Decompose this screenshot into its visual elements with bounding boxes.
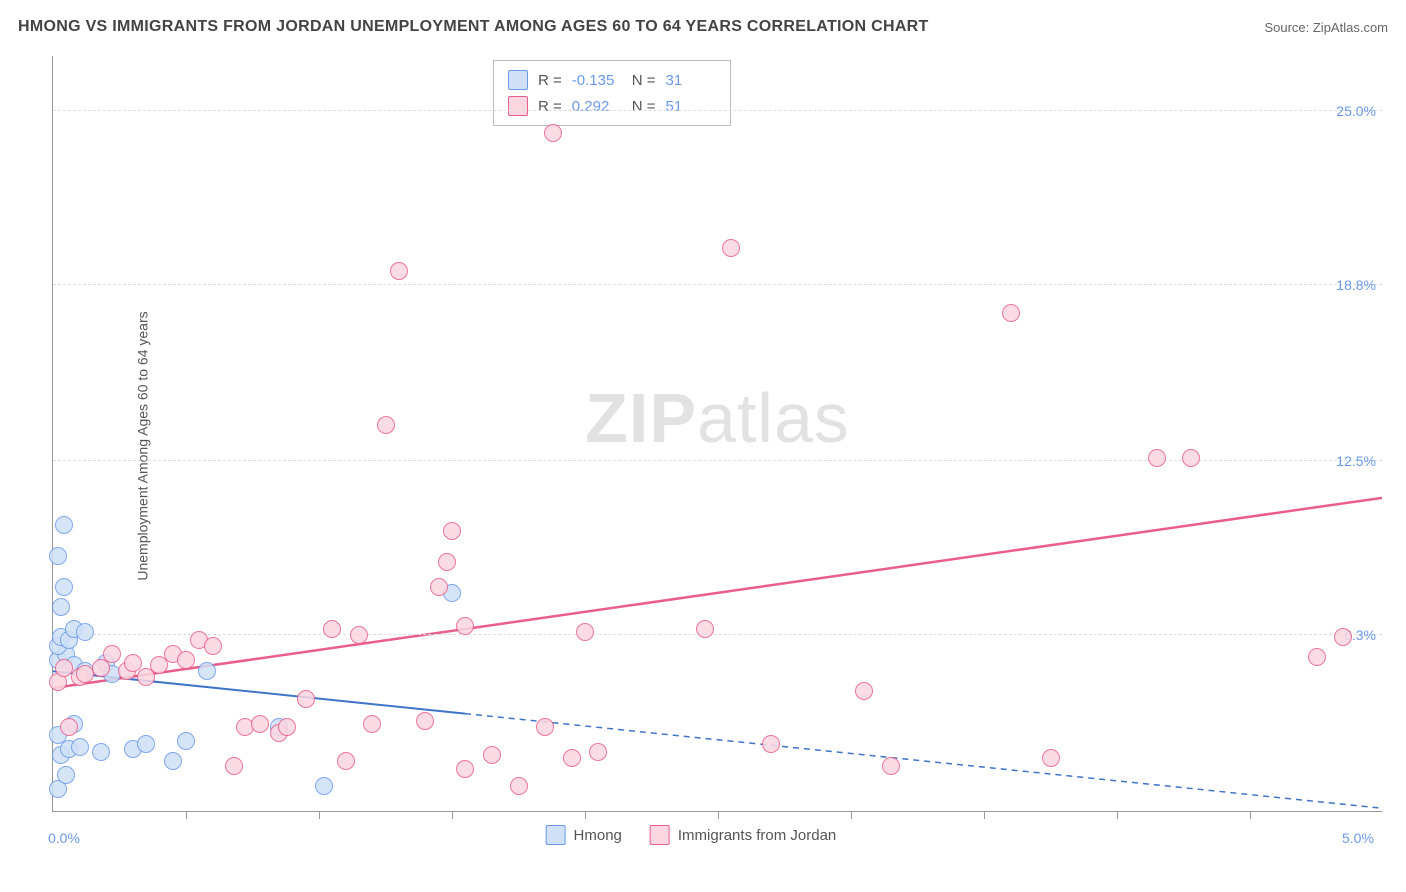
x-tick: [319, 811, 320, 819]
watermark: ZIPatlas: [585, 378, 850, 458]
data-point: [377, 416, 395, 434]
data-point: [225, 757, 243, 775]
data-point: [204, 637, 222, 655]
swatch-hmong: [508, 70, 528, 90]
data-point: [430, 578, 448, 596]
series-legend: Hmong Immigrants from Jordan: [546, 825, 837, 845]
data-point: [390, 262, 408, 280]
legend-item-hmong: Hmong: [546, 825, 622, 845]
data-point: [563, 749, 581, 767]
data-point: [103, 645, 121, 663]
series-name-hmong: Hmong: [574, 827, 622, 844]
data-point: [882, 757, 900, 775]
data-point: [456, 617, 474, 635]
data-point: [177, 732, 195, 750]
data-point: [1334, 628, 1352, 646]
x-end-label: 5.0%: [1342, 830, 1374, 846]
data-point: [323, 620, 341, 638]
watermark-zip: ZIP: [585, 379, 697, 457]
x-tick: [1250, 811, 1251, 819]
data-point: [855, 682, 873, 700]
data-point: [71, 738, 89, 756]
y-tick-label: 18.8%: [1326, 277, 1376, 293]
data-point: [315, 777, 333, 795]
swatch-jordan: [508, 96, 528, 116]
data-point: [1042, 749, 1060, 767]
data-point: [1148, 449, 1166, 467]
y-tick-label: 12.5%: [1326, 453, 1376, 469]
data-point: [76, 623, 94, 641]
watermark-atlas: atlas: [697, 379, 850, 457]
plot-area: ZIPatlas R = -0.135 N = 31 R = 0.292 N =…: [52, 56, 1382, 812]
data-point: [762, 735, 780, 753]
data-point: [544, 124, 562, 142]
data-point: [696, 620, 714, 638]
x-tick: [718, 811, 719, 819]
n-value-hmong: 31: [666, 72, 716, 89]
data-point: [52, 598, 70, 616]
data-point: [1308, 648, 1326, 666]
n-prefix: N =: [632, 98, 656, 115]
trend-lines: [53, 56, 1382, 811]
legend-row-hmong: R = -0.135 N = 31: [508, 67, 716, 93]
data-point: [137, 735, 155, 753]
swatch-hmong: [546, 825, 566, 845]
data-point: [57, 766, 75, 784]
x-tick: [984, 811, 985, 819]
correlation-legend: R = -0.135 N = 31 R = 0.292 N = 51: [493, 60, 731, 126]
chart-header: HMONG VS IMMIGRANTS FROM JORDAN UNEMPLOY…: [18, 18, 1388, 36]
n-value-jordan: 51: [666, 98, 716, 115]
data-point: [198, 662, 216, 680]
data-point: [363, 715, 381, 733]
x-tick: [1117, 811, 1118, 819]
data-point: [164, 752, 182, 770]
gridline: [53, 284, 1382, 285]
data-point: [177, 651, 195, 669]
gridline: [53, 110, 1382, 111]
data-point: [236, 718, 254, 736]
data-point: [251, 715, 269, 733]
data-point: [438, 553, 456, 571]
legend-row-jordan: R = 0.292 N = 51: [508, 93, 716, 119]
data-point: [55, 578, 73, 596]
data-point: [92, 743, 110, 761]
data-point: [49, 547, 67, 565]
data-point: [55, 516, 73, 534]
y-tick-label: 25.0%: [1326, 103, 1376, 119]
x-tick: [585, 811, 586, 819]
r-prefix: R =: [538, 72, 562, 89]
data-point: [337, 752, 355, 770]
data-point: [483, 746, 501, 764]
r-value-jordan: 0.292: [572, 98, 622, 115]
swatch-jordan: [650, 825, 670, 845]
r-value-hmong: -0.135: [572, 72, 622, 89]
chart-title: HMONG VS IMMIGRANTS FROM JORDAN UNEMPLOY…: [18, 18, 929, 36]
data-point: [576, 623, 594, 641]
series-name-jordan: Immigrants from Jordan: [678, 827, 836, 844]
legend-item-jordan: Immigrants from Jordan: [650, 825, 836, 845]
data-point: [1002, 304, 1020, 322]
data-point: [443, 522, 461, 540]
data-point: [589, 743, 607, 761]
x-tick: [186, 811, 187, 819]
source-label: Source: ZipAtlas.com: [1264, 20, 1388, 35]
gridline: [53, 634, 1382, 635]
n-prefix: N =: [632, 72, 656, 89]
data-point: [510, 777, 528, 795]
data-point: [536, 718, 554, 736]
data-point: [350, 626, 368, 644]
x-tick: [851, 811, 852, 819]
data-point: [1182, 449, 1200, 467]
data-point: [60, 718, 78, 736]
data-point: [416, 712, 434, 730]
data-point: [722, 239, 740, 257]
x-origin-label: 0.0%: [48, 830, 80, 846]
r-prefix: R =: [538, 98, 562, 115]
data-point: [278, 718, 296, 736]
x-tick: [452, 811, 453, 819]
data-point: [297, 690, 315, 708]
data-point: [456, 760, 474, 778]
